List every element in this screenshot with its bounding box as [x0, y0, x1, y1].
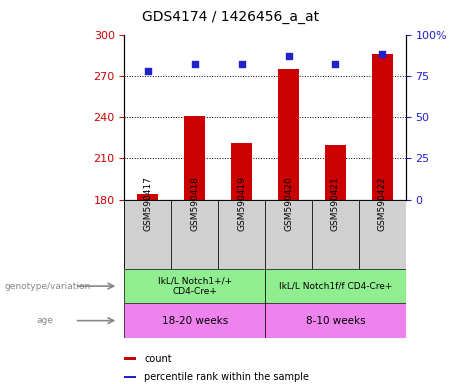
Point	[378, 51, 386, 58]
Text: GSM590422: GSM590422	[378, 176, 387, 231]
Text: GSM590418: GSM590418	[190, 176, 199, 231]
Bar	[312, 200, 359, 269]
Bar	[325, 145, 346, 200]
Point	[332, 61, 339, 67]
Bar	[124, 269, 265, 303]
Bar	[231, 143, 252, 200]
Text: age: age	[37, 316, 54, 325]
Bar	[372, 54, 393, 200]
Bar	[124, 357, 136, 360]
Point	[144, 68, 152, 74]
Text: 18-20 weeks: 18-20 weeks	[162, 316, 228, 326]
Bar	[359, 200, 406, 269]
Text: GSM590420: GSM590420	[284, 176, 293, 231]
Text: IkL/L Notch1f/f CD4-Cre+: IkL/L Notch1f/f CD4-Cre+	[279, 281, 392, 291]
Text: GDS4174 / 1426456_a_at: GDS4174 / 1426456_a_at	[142, 10, 319, 23]
Bar	[124, 200, 171, 269]
Bar	[137, 194, 159, 200]
Text: 8-10 weeks: 8-10 weeks	[306, 316, 365, 326]
Text: IkL/L Notch1+/+
CD4-Cre+: IkL/L Notch1+/+ CD4-Cre+	[158, 276, 232, 296]
Bar	[184, 116, 205, 200]
Point	[285, 53, 292, 59]
Text: genotype/variation: genotype/variation	[5, 281, 91, 291]
Bar	[124, 376, 136, 379]
Bar	[218, 200, 265, 269]
Point	[238, 61, 245, 67]
Bar	[278, 69, 299, 200]
Text: count: count	[144, 354, 172, 364]
Text: GSM590419: GSM590419	[237, 176, 246, 231]
Bar	[171, 200, 218, 269]
Text: percentile rank within the sample: percentile rank within the sample	[144, 372, 309, 382]
Text: GSM590417: GSM590417	[143, 176, 153, 231]
Bar	[265, 269, 406, 303]
Bar	[265, 200, 312, 269]
Bar	[265, 303, 406, 338]
Point	[191, 61, 198, 67]
Bar	[124, 303, 265, 338]
Text: GSM590421: GSM590421	[331, 176, 340, 231]
